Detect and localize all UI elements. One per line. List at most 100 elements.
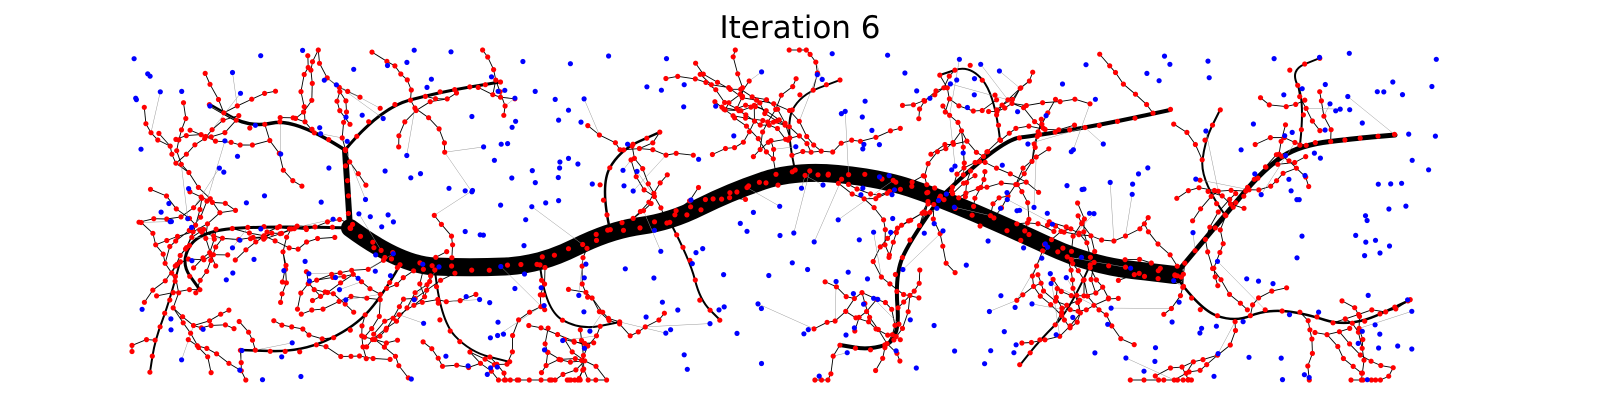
tip-node [746,129,753,135]
leaf-node [1337,106,1343,112]
tip-node [1064,302,1070,308]
tip-node [202,70,208,76]
tip-node [911,288,917,294]
leaf-node [448,49,454,55]
faint-edge [619,321,666,334]
trunk-node [846,172,852,178]
faint-edge [757,303,815,330]
tip-node [444,96,450,102]
tip-node [977,159,983,165]
tip-node [253,239,259,245]
tip-node [1318,98,1324,104]
leaf-node [1317,155,1323,161]
tip-node [628,157,634,163]
trunk-node [995,122,1002,128]
tip-node [526,377,532,383]
leaf-node [189,224,195,230]
tip-node [1044,222,1051,228]
leaf-node [651,227,658,233]
leaf-node [759,69,765,75]
tip-node [432,96,439,102]
tip-node [1212,274,1218,280]
tip-node [298,311,304,317]
twig-edge [1326,334,1339,347]
tip-node [1057,99,1063,105]
tip-node [1093,277,1099,283]
leaf-node [477,296,483,303]
leaf-node [465,363,471,369]
tip-node [941,197,947,203]
tip-node [348,353,354,359]
tip-node [709,151,716,158]
tip-node [1068,293,1074,299]
tip-node [1321,113,1327,119]
leaf-node [1386,243,1393,249]
tip-node [573,367,579,373]
faint-edge [368,253,394,270]
trunk-node [1017,362,1023,368]
tip-node [141,104,147,110]
tip-node [1026,216,1032,222]
tip-node [763,97,770,103]
tip-node [1293,165,1299,171]
tip-node [176,290,182,296]
leaf-node [960,150,966,156]
leaf-node [417,171,424,177]
tip-node [946,96,953,102]
tip-node [811,326,817,332]
tip-node [501,370,507,376]
tip-node [542,264,548,271]
tip-node [942,109,948,115]
tip-node [422,294,428,300]
tip-node [1232,327,1239,334]
leaf-node [300,47,306,54]
leaf-node [1169,319,1175,325]
tip-node [726,85,732,91]
leaf-node [167,219,173,225]
leaf-node [541,347,548,353]
twig-edge [1217,198,1230,213]
leaf-node [1039,255,1045,261]
leaf-node [1105,321,1111,327]
trunk-node [172,278,178,284]
leaf-node [1049,221,1055,227]
tip-node [851,295,858,302]
tip-node [286,245,292,251]
tip-node [1040,248,1046,254]
tip-node [220,117,226,123]
tip-node [722,99,728,106]
tip-node [178,214,184,220]
twig-edge [454,269,472,274]
tip-node [1100,284,1106,290]
tip-node [236,113,242,119]
leaf-node [469,113,475,120]
tip-node [890,239,896,245]
tip-node [304,239,310,245]
leaf-node [578,119,584,125]
faint-edge [232,72,238,106]
tip-node [341,119,347,125]
twig-edge [1170,295,1181,309]
trunk-node [252,347,258,353]
tip-node [770,119,777,125]
leaf-node [1278,355,1284,361]
leaf-node [229,245,236,251]
trunk-node [1214,313,1220,319]
tip-node [1040,288,1047,294]
tip-node [956,103,962,109]
leaf-node [843,332,849,338]
tip-node [400,275,406,281]
tip-node [1040,125,1046,131]
twig-edge [765,110,780,121]
tip-node [973,149,980,155]
tip-node [905,309,911,315]
leaf-node [428,76,434,82]
tip-node [206,318,213,324]
leaf-node [557,165,563,171]
tip-node [1183,370,1189,376]
leaf-node [707,321,713,327]
tip-node [770,156,776,162]
leaf-node [344,138,350,144]
trunk-node [392,101,398,108]
tip-node [396,312,402,318]
